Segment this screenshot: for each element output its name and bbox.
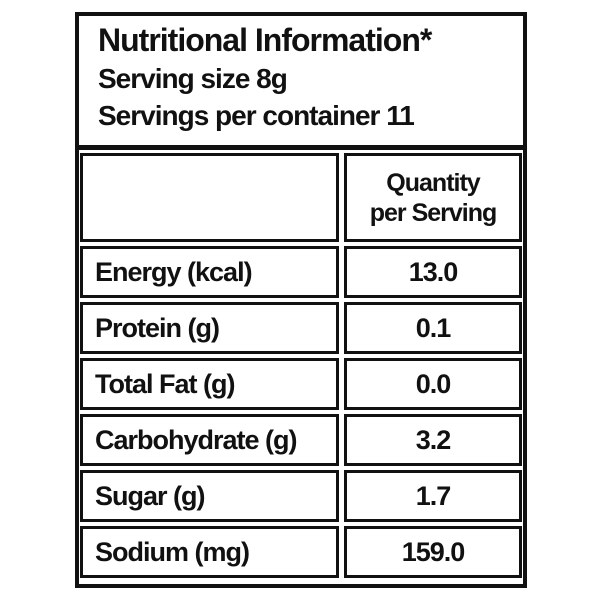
nutrient-name: Energy (kcal) <box>80 246 339 298</box>
nutrient-name: Total Fat (g) <box>80 358 339 410</box>
nutrient-quantity: 159.0 <box>344 526 522 578</box>
servings-per-container: Servings per container 11 <box>98 100 415 131</box>
nutrient-name: Sodium (mg) <box>80 526 339 578</box>
nutrient-quantity: 0.1 <box>344 302 522 354</box>
nutrient-quantity: 3.2 <box>344 414 522 466</box>
label-frame <box>75 12 527 588</box>
header-divider <box>77 145 525 150</box>
title: Nutritional Information* <box>98 22 432 58</box>
nutrient-name: Sugar (g) <box>80 470 339 522</box>
nutrient-quantity: 0.0 <box>344 358 522 410</box>
empty-header-cell <box>80 153 339 242</box>
nutrient-name: Carbohydrate (g) <box>80 414 339 466</box>
column-header: Quantity per Serving <box>344 153 522 242</box>
nutrient-quantity: 1.7 <box>344 470 522 522</box>
serving-size: Serving size 8g <box>98 63 288 94</box>
nutrient-quantity: 13.0 <box>344 246 522 298</box>
nutrient-name: Protein (g) <box>80 302 339 354</box>
